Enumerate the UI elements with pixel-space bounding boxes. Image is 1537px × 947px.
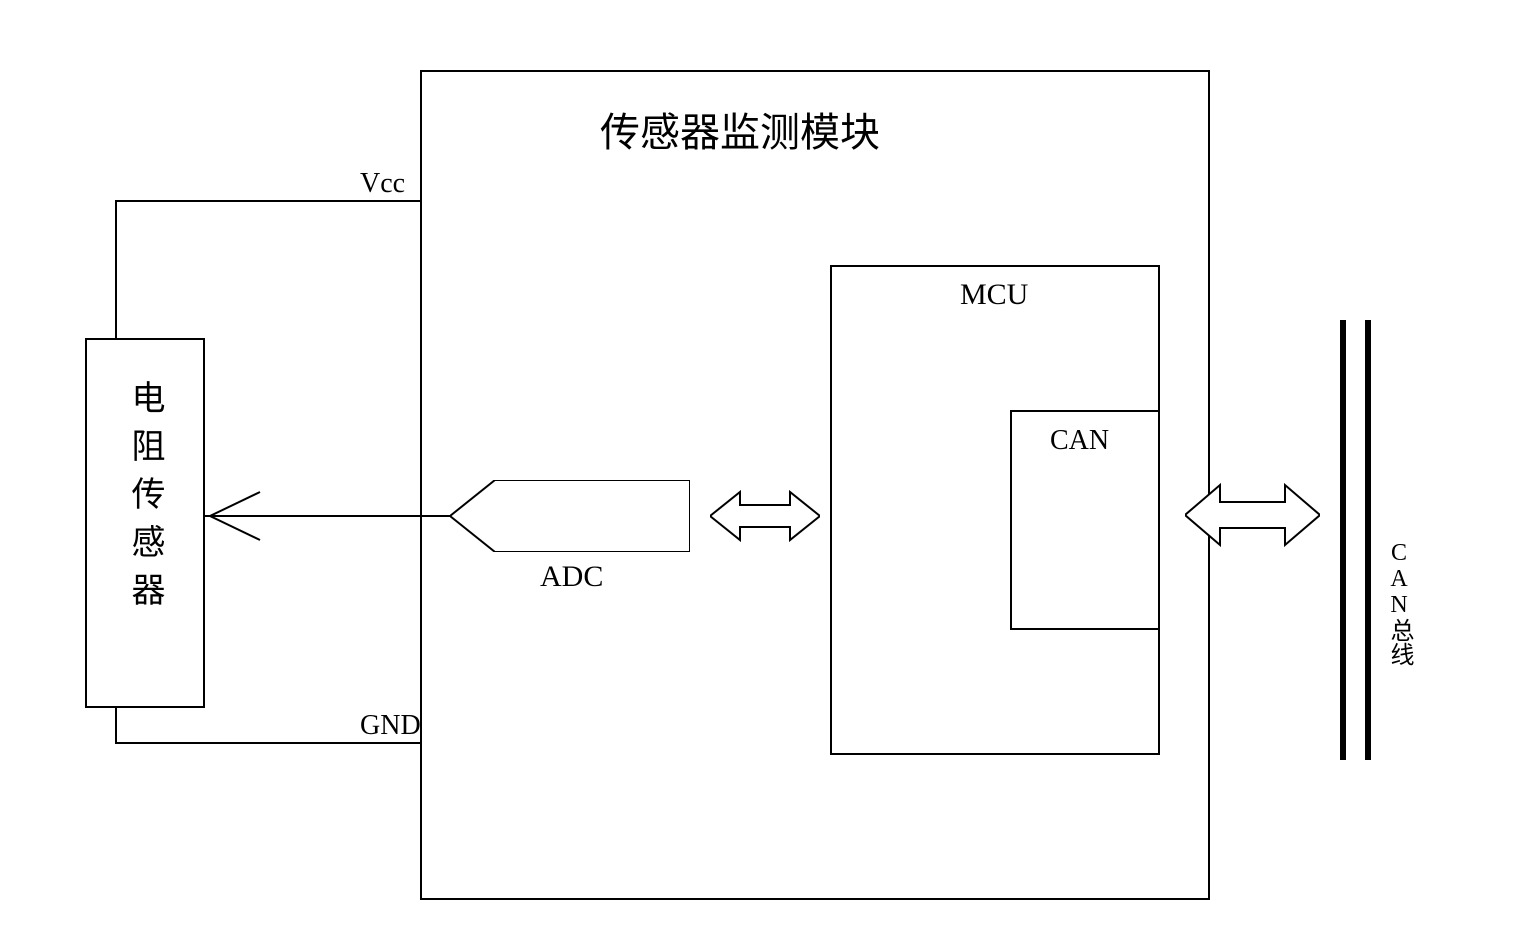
diagram-canvas: 电阻传感器 传感器监测模块 MCU CAN Vcc GND ADC CAN总线 [0,0,1537,947]
can-bus-line-2 [1365,320,1371,760]
gnd-wire-vert [115,708,117,744]
sensor-label: 电阻传感器 [120,380,169,620]
vcc-label: Vcc [360,168,405,200]
gnd-wire-horiz [115,742,422,744]
module-title: 传感器监测模块 [600,100,880,158]
can-label: CAN [1050,425,1109,457]
adc-label: ADC [540,560,603,594]
mcu-label: MCU [960,278,1028,312]
gnd-label: GND [360,710,421,742]
vcc-wire-horiz [115,200,422,202]
arrow-mcu-bus [1185,480,1320,550]
can-bus-label: CAN总线 [1382,540,1417,666]
signal-arrowhead [205,490,265,542]
vcc-wire-vert [115,200,117,338]
can-bus-line-1 [1340,320,1346,760]
adc-block [450,480,690,552]
arrow-adc-mcu [710,487,820,545]
